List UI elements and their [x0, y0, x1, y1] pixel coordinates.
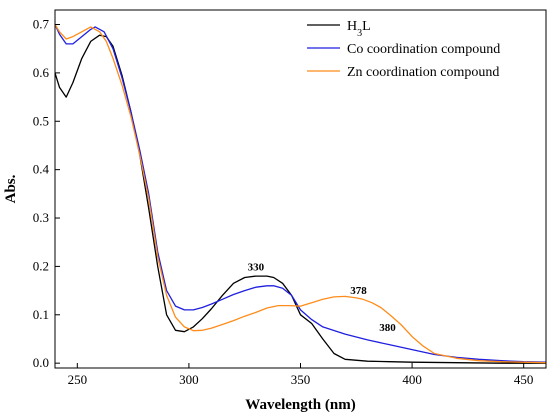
x-axis-label: Wavelength (nm)	[245, 397, 355, 413]
y-axis-label: Abs.	[3, 174, 19, 203]
series-layer	[54, 24, 547, 364]
y-tick-label: 0.6	[33, 65, 50, 80]
y-tick-label: 0.3	[33, 210, 49, 225]
legend: H3L Co coordination compound Zn coordinati…	[307, 19, 500, 80]
x-tick-label: 450	[514, 372, 534, 387]
y-tick-label: 0.1	[33, 307, 49, 322]
peak-annotation: 330	[248, 261, 265, 273]
y-tick-label: 0.4	[33, 162, 50, 177]
legend-label-2: Zn coordination compound	[347, 65, 499, 80]
x-tick-label: 400	[402, 372, 422, 387]
series-line-2	[54, 24, 547, 364]
y-tick-label: 0.7	[33, 17, 50, 32]
peak-annotation: 380	[379, 322, 396, 334]
x-tick-label: 250	[68, 372, 88, 387]
legend-label-1: Co coordination compound	[347, 42, 500, 57]
series-line-1	[54, 24, 547, 363]
x-tick-label: 350	[291, 372, 311, 387]
peak-annotation: 378	[350, 285, 367, 297]
legend-label-0: H3L	[347, 19, 371, 39]
series-line-0	[54, 34, 546, 364]
tick-layer: 250 300 350 400 450 0.0 0.1 0.2 0.3 0.4 0.5 0.6 0.7	[33, 17, 534, 387]
x-tick-label: 300	[179, 372, 199, 387]
annotation-layer: 330 378 380	[248, 261, 397, 334]
y-tick-label: 0.0	[33, 355, 49, 370]
y-tick-label: 0.5	[33, 113, 49, 128]
y-tick-label: 0.2	[33, 258, 49, 273]
